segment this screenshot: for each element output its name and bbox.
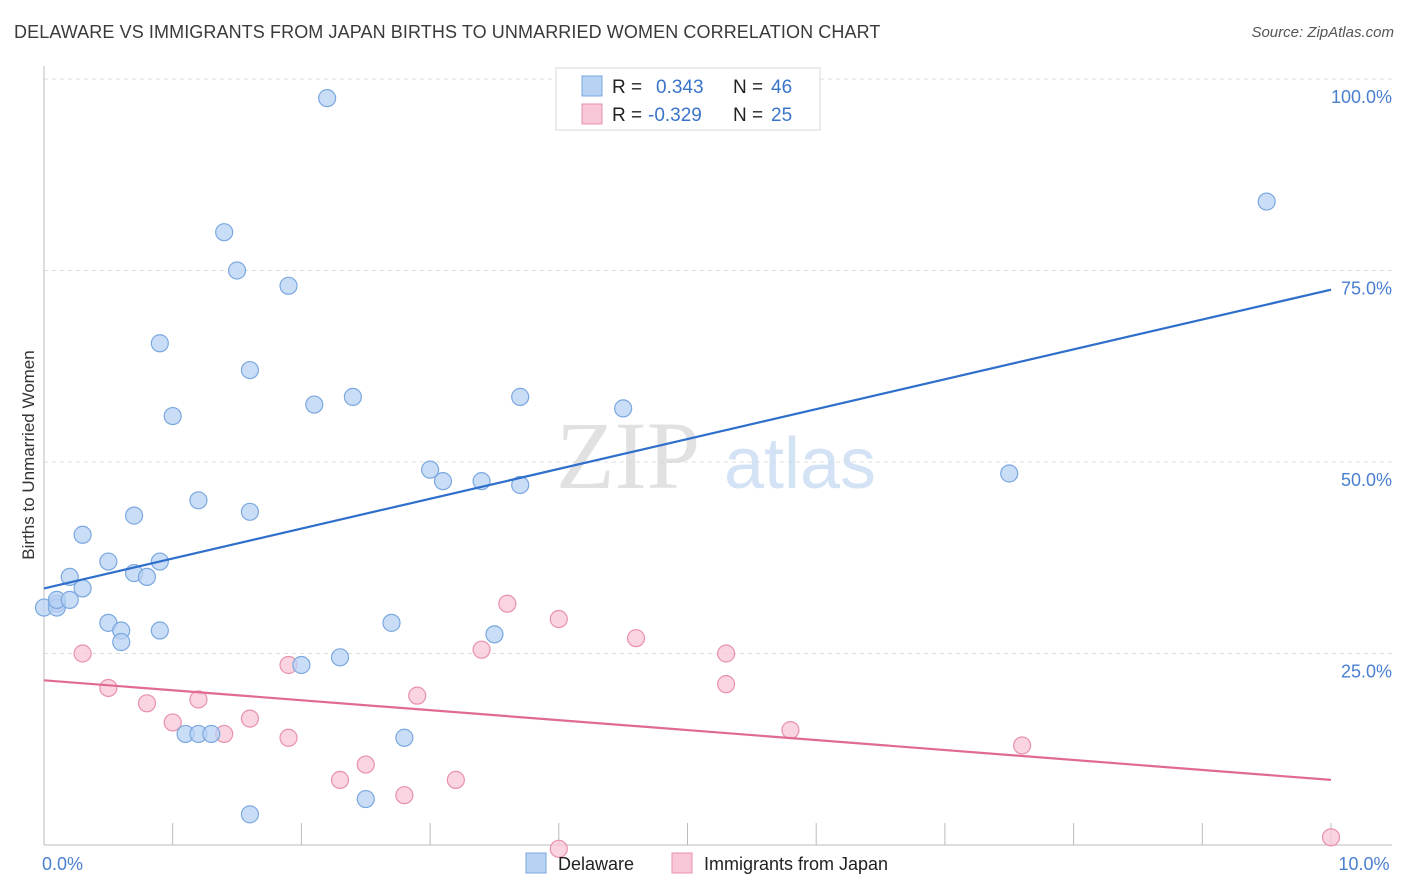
japan-point-23 <box>1013 736 1032 755</box>
japan-point-16 <box>498 594 517 613</box>
delaware-point-1 <box>1257 192 1276 211</box>
japan-point-4 <box>163 713 182 732</box>
delaware-point-19 <box>124 506 144 525</box>
delaware-point-10 <box>614 399 633 418</box>
stats-legend-swatch-japan <box>581 103 603 125</box>
delaware-point-45 <box>60 590 79 609</box>
japan-point-17 <box>549 609 568 629</box>
japan-point-8 <box>279 728 298 747</box>
y-tick-label-1: 50.0% <box>1341 470 1392 490</box>
japan-point-15 <box>472 640 491 659</box>
japan-point-2 <box>99 678 118 698</box>
chart-title: DELAWARE VS IMMIGRANTS FROM JAPAN BIRTHS… <box>14 22 881 42</box>
japan-trend-line <box>43 679 1332 781</box>
stats-legend-swatch-delaware <box>581 75 603 97</box>
stats-r-value-japan: -0.329 <box>648 105 702 126</box>
delaware-point-4 <box>279 276 298 295</box>
trend-lines <box>43 288 1332 781</box>
japan-point-21 <box>717 644 736 663</box>
bottom-legend-label-japan: Immigrants from Japan <box>704 854 888 874</box>
delaware-point-8 <box>305 395 324 414</box>
delaware-point-17 <box>189 491 208 510</box>
delaware-point-11 <box>163 406 182 426</box>
bottom-legend-label-delaware: Delaware <box>558 854 634 874</box>
japan-point-5 <box>189 690 208 709</box>
delaware-point-3 <box>227 261 247 280</box>
stats-n-value-delaware: 46 <box>771 77 792 98</box>
delaware-point-42 <box>356 789 375 809</box>
stats-r-label-delaware: R = <box>612 77 642 98</box>
stats-n-value-japan: 25 <box>771 105 792 126</box>
japan-point-18 <box>549 839 568 858</box>
stats-r-label-japan: R = <box>612 105 642 126</box>
delaware-point-9 <box>511 387 530 406</box>
x-tick-label-1: 10.0% <box>1338 854 1389 874</box>
source-credit: Source: ZipAtlas.com <box>1251 24 1394 41</box>
delaware-point-16 <box>1000 464 1019 483</box>
japan-point-11 <box>356 755 375 774</box>
delaware-point-32 <box>382 613 401 632</box>
delaware-point-13 <box>433 472 453 491</box>
japan-point-19 <box>626 629 646 648</box>
delaware-point-41 <box>240 805 260 824</box>
delaware-point-39 <box>202 724 221 744</box>
watermark-atlas: atlas <box>724 424 876 504</box>
stats-r-value-delaware: 0.343 <box>656 77 704 98</box>
japan-point-20 <box>717 675 736 694</box>
japan-point-24 <box>1321 828 1341 847</box>
stats-legend: R = 0.343 N = 46 R = -0.329 N = 25 <box>555 67 821 131</box>
y-tick-label-0: 25.0% <box>1341 662 1392 682</box>
japan-point-12 <box>395 786 414 805</box>
watermark: ZIP atlas <box>556 402 876 509</box>
delaware-point-5 <box>150 334 169 353</box>
delaware-point-0 <box>318 89 337 108</box>
bottom-legend: Delaware Immigrants from Japan <box>525 852 888 874</box>
japan-point-7 <box>240 709 260 728</box>
stats-n-label-japan: N = <box>733 105 763 126</box>
delaware-point-31 <box>150 621 169 640</box>
delaware-point-6 <box>240 360 260 380</box>
y-tick-label-3: 100.0% <box>1331 87 1392 107</box>
japan-point-3 <box>137 694 157 713</box>
bottom-legend-swatch-japan <box>671 852 693 874</box>
delaware-point-7 <box>343 387 362 406</box>
delaware-point-18 <box>240 502 260 521</box>
delaware-trend-line <box>43 288 1332 590</box>
delaware-point-35 <box>330 648 350 667</box>
japan-point-10 <box>330 770 350 789</box>
watermark-zip: ZIP <box>556 402 700 509</box>
delaware-point-2 <box>215 223 234 242</box>
delaware-point-33 <box>485 625 504 644</box>
delaware-point-36 <box>292 655 311 675</box>
delaware-point-21 <box>99 552 118 571</box>
delaware-point-20 <box>73 525 92 544</box>
stats-n-label-delaware: N = <box>733 77 763 98</box>
delaware-point-34 <box>112 632 131 652</box>
x-tick-label-0: 0.0% <box>42 854 83 874</box>
delaware-point-40 <box>395 728 414 747</box>
japan-point-1 <box>73 644 92 663</box>
bottom-legend-swatch-delaware <box>525 852 547 874</box>
japan-point-13 <box>408 686 427 705</box>
delaware-point-24 <box>137 567 157 587</box>
axes <box>43 66 1392 846</box>
japan-point-22 <box>781 720 800 740</box>
y-axis-label: Births to Unmarried Women <box>19 350 38 559</box>
delaware-point-12 <box>421 460 440 479</box>
y-tick-label-2: 75.0% <box>1341 279 1392 299</box>
japan-point-14 <box>446 770 465 789</box>
y-tick-labels: 25.0% 50.0% 75.0% 100.0% <box>1331 87 1392 682</box>
delaware-point-15 <box>511 475 530 495</box>
x-tick-labels: 0.0% 10.0% <box>42 854 1390 874</box>
